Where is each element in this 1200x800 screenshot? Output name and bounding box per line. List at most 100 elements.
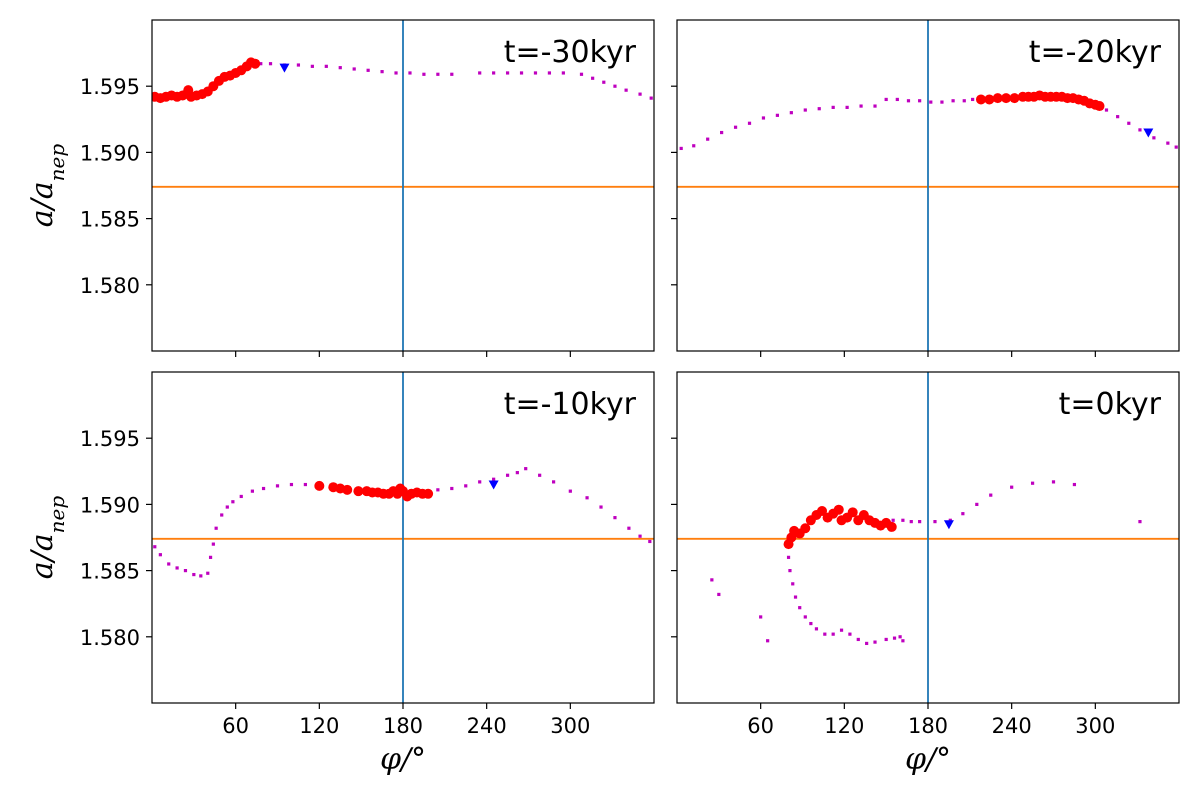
small-point — [892, 636, 897, 640]
small-point — [710, 578, 714, 582]
small-point — [839, 628, 844, 632]
small-point — [208, 555, 213, 559]
blue-triangle-marker — [279, 63, 290, 73]
small-point — [225, 505, 229, 509]
small-point — [798, 606, 802, 610]
small-point — [352, 67, 356, 71]
small-point — [649, 96, 653, 100]
small-point — [1174, 145, 1178, 149]
small-point — [1138, 520, 1142, 524]
large-point — [353, 486, 364, 497]
small-point — [547, 71, 552, 75]
panel-top-right: t=-20kyr — [671, 19, 1180, 357]
small-point — [153, 545, 157, 549]
large-point — [1094, 101, 1105, 112]
small-point — [627, 526, 631, 530]
small-point — [478, 480, 482, 484]
small-point — [303, 482, 307, 487]
time-label: t=-10kyr — [504, 387, 637, 422]
small-point — [478, 71, 482, 75]
x-tick-label: 300 — [550, 714, 590, 738]
small-point — [918, 520, 922, 524]
small-point — [538, 473, 542, 477]
y-tick-label: 1.585 — [80, 208, 140, 232]
x-tick-label: 240 — [467, 714, 507, 738]
small-point — [909, 520, 913, 524]
y-axis-label: a/anep — [25, 496, 69, 580]
small-point — [775, 113, 779, 117]
small-point — [823, 632, 827, 636]
x-tick-label: 120 — [299, 714, 339, 738]
small-point — [720, 130, 724, 135]
small-point — [884, 97, 888, 102]
small-point — [793, 595, 798, 599]
small-point — [492, 477, 496, 481]
small-point — [747, 121, 752, 125]
small-point — [206, 571, 210, 575]
large-point — [1009, 93, 1020, 104]
small-point — [408, 71, 412, 75]
small-point — [865, 641, 869, 646]
small-point — [786, 555, 791, 559]
small-point — [214, 526, 218, 530]
small-point — [891, 518, 895, 522]
small-point — [515, 471, 519, 475]
y-tick-label: 1.590 — [80, 493, 140, 517]
small-point — [1030, 481, 1035, 485]
small-point — [895, 97, 899, 102]
small-point — [961, 512, 965, 516]
small-point — [268, 62, 273, 66]
y-axis-label: a/anep — [25, 144, 69, 228]
large-point — [975, 94, 986, 105]
small-point — [789, 111, 793, 115]
small-point — [310, 64, 314, 68]
small-point — [803, 615, 807, 619]
small-point — [831, 632, 835, 636]
small-point — [579, 72, 584, 76]
plot-area — [677, 372, 1179, 703]
x-tick-label: 300 — [1075, 714, 1115, 738]
x-tick-label: 60 — [222, 714, 249, 738]
small-point — [933, 520, 937, 524]
small-point — [809, 621, 813, 626]
panel-bottom-left: 60 120 180 240 300 1.580 1.585 1.590 1.595 t=-10k… — [25, 371, 655, 777]
plot-area — [152, 20, 654, 351]
small-point — [175, 566, 179, 570]
small-point — [394, 71, 398, 75]
small-point — [220, 513, 224, 517]
small-point — [803, 108, 807, 112]
small-point — [1010, 485, 1014, 489]
small-point — [733, 125, 738, 129]
small-point — [192, 572, 196, 577]
panel-top-left: 1.580 1.585 1.590 1.595 t=-30kyr a/anep — [25, 19, 655, 357]
panel-bottom-right: 60 120 180 240 300 t=0kyr φ/° — [671, 371, 1180, 777]
small-point — [624, 88, 628, 92]
small-point — [706, 137, 710, 141]
y-tick-label: 1.580 — [80, 274, 140, 298]
large-point — [800, 523, 811, 534]
small-point — [183, 569, 188, 573]
small-point — [766, 639, 770, 643]
small-point — [1116, 115, 1120, 119]
small-point — [901, 518, 905, 522]
small-point — [505, 71, 510, 75]
small-point — [848, 632, 852, 636]
small-point — [761, 116, 766, 120]
large-point — [342, 484, 353, 495]
small-point — [884, 637, 888, 642]
large-point — [992, 93, 1003, 104]
small-point — [492, 71, 496, 75]
small-point — [791, 582, 795, 586]
small-point — [505, 473, 510, 477]
small-point — [929, 100, 933, 104]
small-point — [962, 99, 966, 103]
small-point — [524, 467, 528, 471]
y-tick-label: 1.595 — [80, 427, 140, 451]
small-point — [450, 72, 454, 76]
small-point — [918, 99, 922, 103]
x-tick-label: 60 — [747, 714, 774, 738]
y-tick-label: 1.595 — [80, 75, 140, 99]
small-point — [613, 84, 617, 88]
x-axis-label: φ/° — [380, 742, 426, 777]
large-point — [984, 94, 995, 105]
